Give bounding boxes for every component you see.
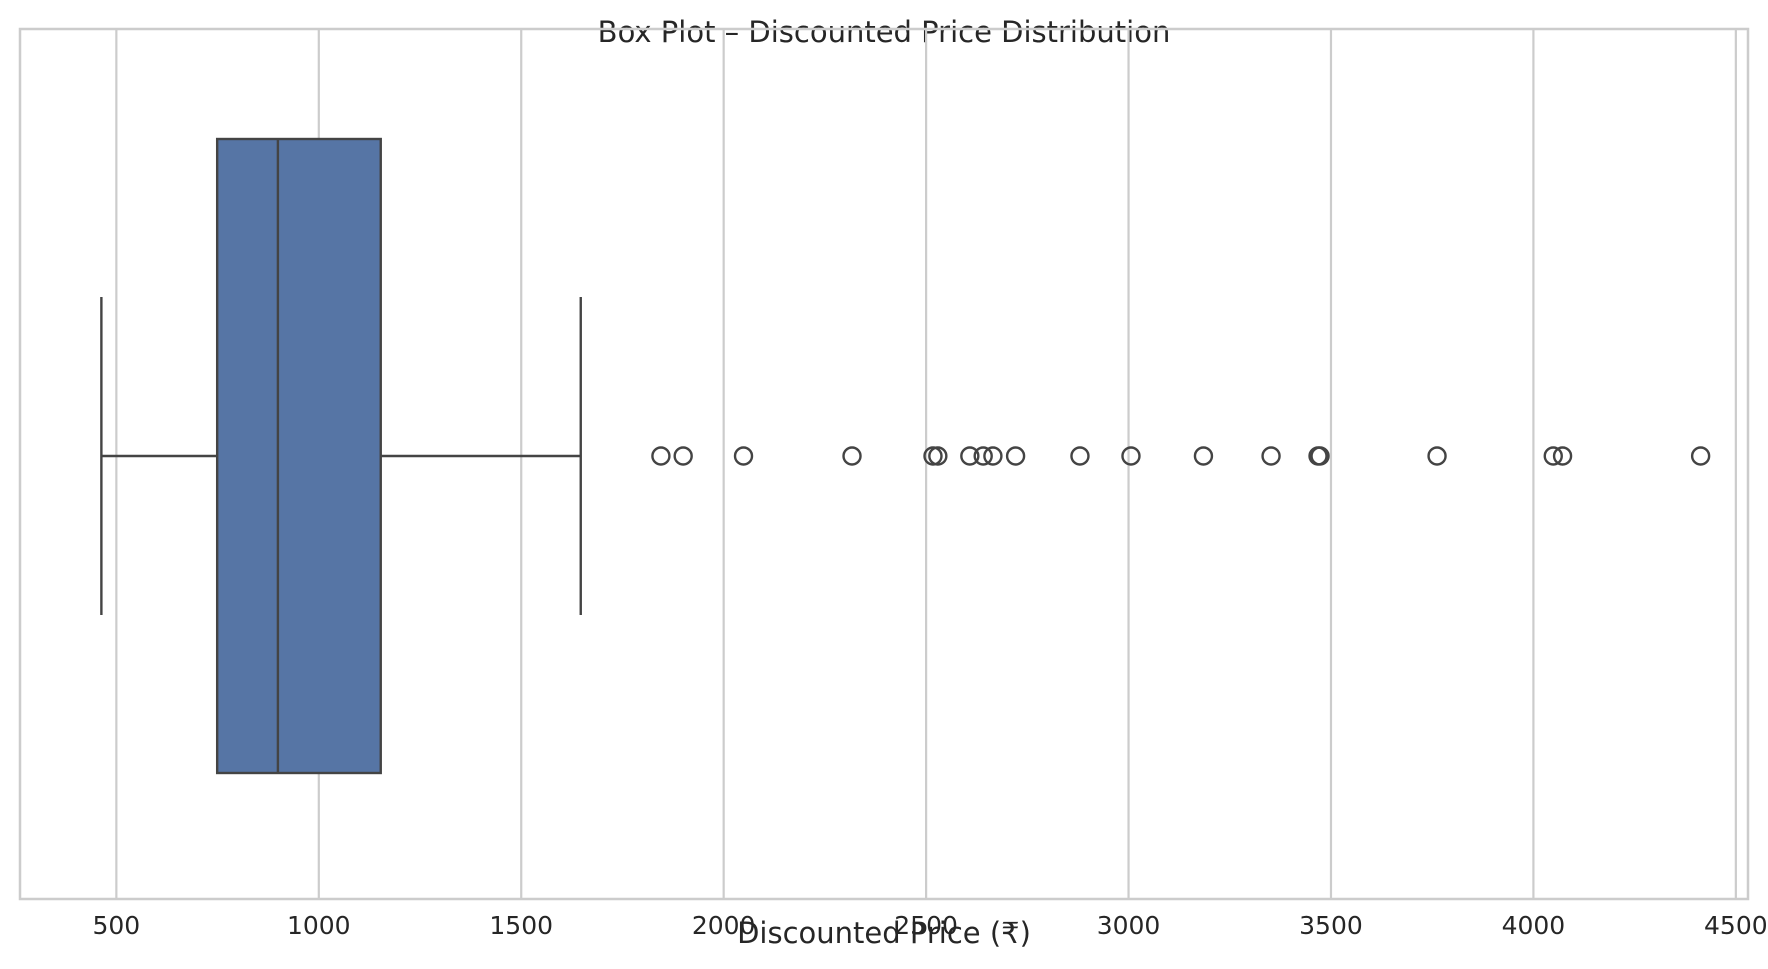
- outlier-point: [1552, 446, 1573, 466]
- x-tick-label: 1000: [287, 911, 351, 940]
- outlier-point: [1310, 446, 1330, 466]
- box-layer: [100, 137, 582, 775]
- plot-frame: [18, 27, 1750, 901]
- outlier-point: [1427, 446, 1447, 466]
- outlier-point: [1121, 446, 1141, 466]
- x-tick-label: 4000: [1502, 911, 1566, 940]
- outlier-point: [842, 446, 862, 466]
- outlier-point: [1193, 446, 1214, 466]
- outlier-point: [923, 446, 943, 466]
- x-tick-label: 4500: [1704, 911, 1768, 940]
- x-tick-label: 3500: [1299, 911, 1363, 940]
- outlier-point: [1543, 446, 1563, 466]
- outlier-point: [928, 446, 948, 466]
- outlier-point: [1690, 446, 1711, 466]
- outlier-point: [1005, 446, 1026, 466]
- chart-title: Box Plot – Discounted Price Distribution: [598, 15, 1171, 49]
- x-tick-label: 1500: [489, 911, 553, 940]
- outlier-point: [973, 446, 993, 466]
- x-tick-labels: 500 1000 1500 2000 2500 3000 3500 4000 4500: [93, 911, 1768, 940]
- outlier-point: [673, 446, 693, 466]
- iqr-box: [215, 137, 382, 775]
- x-tick-label: 3000: [1097, 911, 1161, 940]
- x-tick-label: 2000: [692, 911, 756, 940]
- x-axis-label: Discounted Price (₹): [737, 916, 1031, 950]
- outlier-point: [651, 446, 671, 466]
- outlier-layer: [651, 446, 1711, 466]
- outlier-point: [983, 446, 1003, 466]
- outlier-point: [1261, 446, 1281, 466]
- x-tick-label: 500: [93, 911, 141, 940]
- x-tick-label: 2500: [894, 911, 958, 940]
- outlier-point: [1070, 446, 1090, 466]
- outlier-point: [960, 446, 980, 466]
- outlier-point: [733, 446, 754, 466]
